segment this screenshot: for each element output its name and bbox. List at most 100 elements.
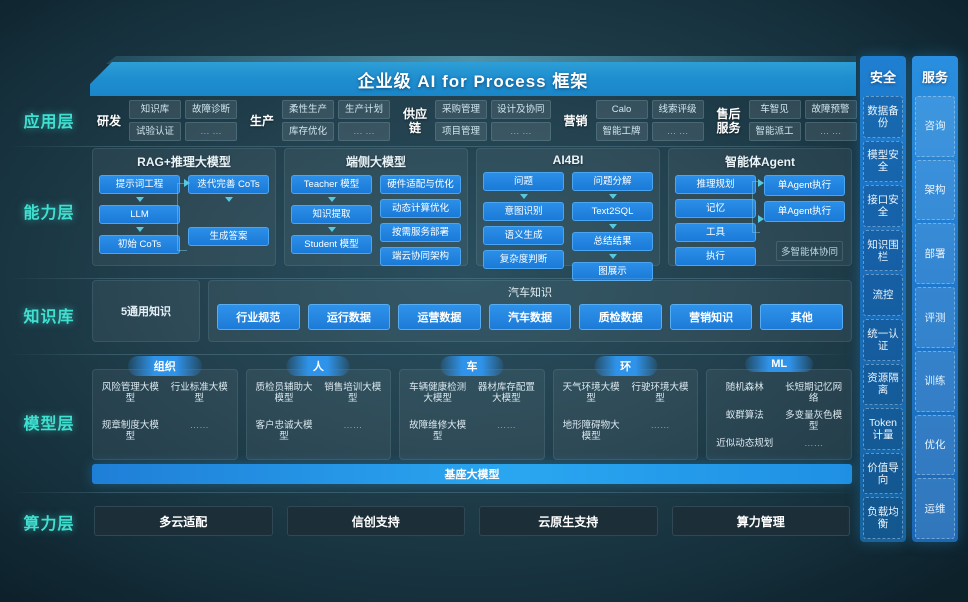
model-item-more[interactable]: …… [650,419,670,431]
app-chip[interactable]: 试验认证 [129,122,181,141]
model-group-pill[interactable]: 组织 [127,356,202,376]
app-chip-more[interactable]: … … [491,122,551,141]
flow-node[interactable]: 迭代完善 CoTs [188,175,269,194]
app-chip-more[interactable]: … … [804,122,857,141]
model-item-more[interactable]: …… [343,419,363,431]
flow-node[interactable]: Student 模型 [291,235,372,254]
security-item-token-metering[interactable]: Token计量 [863,408,903,450]
flow-node[interactable]: 生成答案 [188,227,269,246]
knowledge-chip[interactable]: 行业规范 [217,304,300,330]
model-item[interactable]: 蚁群算法 [725,410,764,421]
model-item[interactable]: 行业标准大模型 [170,382,228,404]
model-item-more[interactable]: …… [804,438,824,449]
model-item[interactable]: 质检员辅助大模型 [255,382,313,404]
model-item[interactable]: 规章制度大模型 [101,419,159,442]
security-item-model-security[interactable]: 模型安全 [863,140,903,183]
app-chip[interactable]: 设计及协同 [491,100,551,119]
model-item[interactable]: 地形障碍物大模型 [562,419,620,442]
model-item[interactable]: 风险管理大模型 [101,382,159,404]
service-item-deployment[interactable]: 部署 [915,223,955,285]
model-group-pill[interactable]: 车 [440,356,504,376]
app-chip-more[interactable]: … … [338,122,390,141]
flow-node[interactable]: 硬件适配与优化 [380,175,461,194]
knowledge-general[interactable]: 5通用知识 [92,280,200,342]
security-item-api-security[interactable]: 接口安全 [863,185,903,227]
app-chip[interactable]: 知识库 [129,100,181,119]
flow-node[interactable]: 语义生成 [483,226,564,245]
flow-node[interactable]: 推理规划 [675,175,756,194]
compute-box[interactable]: 算力管理 [671,506,850,536]
base-model-bar[interactable]: 基座大模型 [92,464,852,484]
app-chip[interactable]: 采购管理 [435,100,487,119]
flow-node[interactable]: Teacher 模型 [291,175,372,194]
flow-node[interactable]: 初始 CoTs [99,235,180,254]
security-item-knowledge-fence[interactable]: 知识围栏 [863,229,903,272]
app-chip[interactable]: 智能派工 [748,122,801,141]
flow-node[interactable]: 问题分解 [572,172,653,191]
app-chip[interactable]: 项目管理 [435,122,487,141]
service-item-optimization[interactable]: 优化 [915,414,955,476]
service-item-operations[interactable]: 运维 [915,478,955,540]
model-item[interactable]: 客户忠诚大模型 [255,419,313,442]
compute-box[interactable]: 云原生支持 [479,506,658,536]
app-chip[interactable]: 智能工牌 [595,122,648,141]
flow-node[interactable]: Text2SQL [572,202,653,221]
flow-node[interactable]: 单Agent执行 [764,175,845,196]
knowledge-chip[interactable]: 营销知识 [669,304,753,330]
knowledge-chip[interactable]: 运行数据 [307,304,391,330]
security-item-data-backup[interactable]: 数据备份 [863,96,903,138]
app-chip-more[interactable]: … … [651,122,704,141]
flow-node[interactable]: LLM [99,205,180,224]
service-item-consulting[interactable]: 咨询 [915,96,955,157]
flow-node[interactable]: 图展示 [572,262,653,281]
app-chip[interactable]: 线索评级 [651,100,704,119]
knowledge-chip[interactable]: 质检数据 [579,304,662,330]
flow-node[interactable]: 工具 [675,223,756,242]
app-chip[interactable]: 生产计划 [338,100,390,119]
flow-node[interactable]: 按需服务部署 [380,223,461,242]
security-item-unified-auth[interactable]: 统一认证 [863,318,903,361]
model-group-pill[interactable]: ML [745,356,814,372]
model-item[interactable]: 随机森林 [725,382,764,393]
model-item[interactable]: 器材库存配置大模型 [477,382,535,404]
flow-node[interactable]: 意图识别 [483,202,564,221]
knowledge-chip[interactable]: 汽车数据 [488,304,572,330]
app-chip[interactable]: 车智见 [748,100,801,119]
flow-node[interactable]: 知识提取 [291,205,372,224]
app-chip[interactable]: 柔性生产 [282,100,334,119]
security-item-load-balancing[interactable]: 负载均衡 [863,497,903,539]
model-item[interactable]: 行驶环境大模型 [631,382,689,404]
app-chip[interactable]: 库存优化 [282,122,334,141]
flow-node[interactable]: 执行 [675,247,756,266]
security-item-resource-isolation[interactable]: 资源隔离 [863,363,903,406]
model-item-more[interactable]: …… [496,419,516,431]
model-item-more[interactable]: …… [189,419,209,431]
knowledge-chip[interactable]: 运营数据 [398,304,481,330]
model-item[interactable]: 近似动态规划 [716,438,774,449]
compute-box[interactable]: 信创支持 [286,506,465,536]
model-group-pill[interactable]: 环 [594,356,658,376]
service-item-architecture[interactable]: 架构 [915,159,955,221]
app-chip[interactable]: 故障诊断 [185,100,237,119]
service-item-training[interactable]: 训练 [915,350,955,412]
service-item-evaluation[interactable]: 评测 [915,287,955,348]
flow-node[interactable]: 复杂度判断 [483,250,564,269]
model-item[interactable]: 销售培训大模型 [324,382,382,404]
model-item[interactable]: 天气环境大模型 [562,382,620,404]
flow-node[interactable]: 端云协同架构 [380,247,461,266]
flow-node[interactable]: 问题 [483,172,564,191]
flow-node[interactable]: 总结结果 [572,232,653,251]
app-chip[interactable]: 故障预警 [804,100,857,119]
model-group-pill[interactable]: 人 [286,356,350,376]
model-item[interactable]: 故障维修大模型 [409,419,467,442]
compute-box[interactable]: 多云适配 [94,506,273,536]
flow-node[interactable]: 记忆 [675,199,756,218]
flow-node[interactable]: 单Agent执行 [764,201,845,222]
model-item[interactable]: 长短期记忆网络 [785,382,843,404]
model-item[interactable]: 车辆健康检测大模型 [409,382,467,404]
security-item-flow-control[interactable]: 流控 [863,274,903,316]
flow-node[interactable]: 提示词工程 [99,175,180,194]
app-chip[interactable]: Calo [595,100,648,119]
model-item[interactable]: 多变量灰色模型 [785,410,843,432]
knowledge-chip[interactable]: 其他 [760,304,844,330]
